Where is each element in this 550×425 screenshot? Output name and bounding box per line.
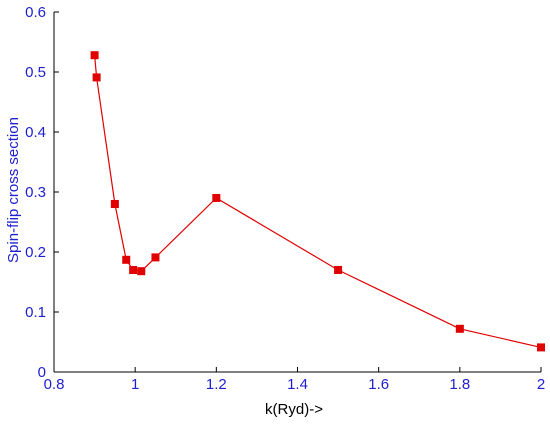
y-tick-label: 0.2	[25, 244, 46, 261]
y-tick-label: 0.3	[25, 184, 46, 201]
y-tick-label: 0.5	[25, 64, 46, 81]
x-tick-label: 1.4	[287, 376, 308, 393]
y-tick-label: 0	[38, 364, 46, 381]
x-tick-label: 1.8	[449, 376, 470, 393]
y-tick-label: 0.6	[25, 4, 46, 21]
x-axis-ticks: 0.8 1 1.2 1.4 1.6 1.8 2	[44, 367, 545, 393]
data-point	[110, 200, 119, 208]
x-tick-label: 2	[537, 376, 545, 393]
y-axis-ticks: 0 0.1 0.2 0.3 0.4 0.5 0.6	[25, 4, 59, 381]
y-axis-title: Spin-flip cross section	[5, 117, 22, 263]
x-axis-title: k(Ryd)->	[265, 401, 323, 418]
data-point	[92, 73, 101, 82]
data-point	[212, 194, 221, 202]
data-point	[455, 324, 464, 333]
y-tick-label: 0.1	[25, 304, 46, 321]
series-group	[90, 51, 545, 352]
x-tick-label: 1	[131, 376, 139, 393]
data-point	[129, 266, 138, 274]
data-point	[137, 267, 146, 276]
x-tick-label: 1.6	[368, 376, 389, 393]
y-tick-label: 0.4	[25, 124, 46, 141]
data-point	[151, 253, 160, 262]
x-tick-label: 1.2	[206, 376, 227, 393]
data-point	[537, 343, 545, 352]
data-point	[90, 51, 99, 60]
data-point	[334, 266, 343, 274]
axes	[53, 12, 541, 373]
series-line	[94, 55, 542, 348]
x-tick-label: 0.8	[44, 376, 65, 393]
data-point	[122, 255, 131, 264]
